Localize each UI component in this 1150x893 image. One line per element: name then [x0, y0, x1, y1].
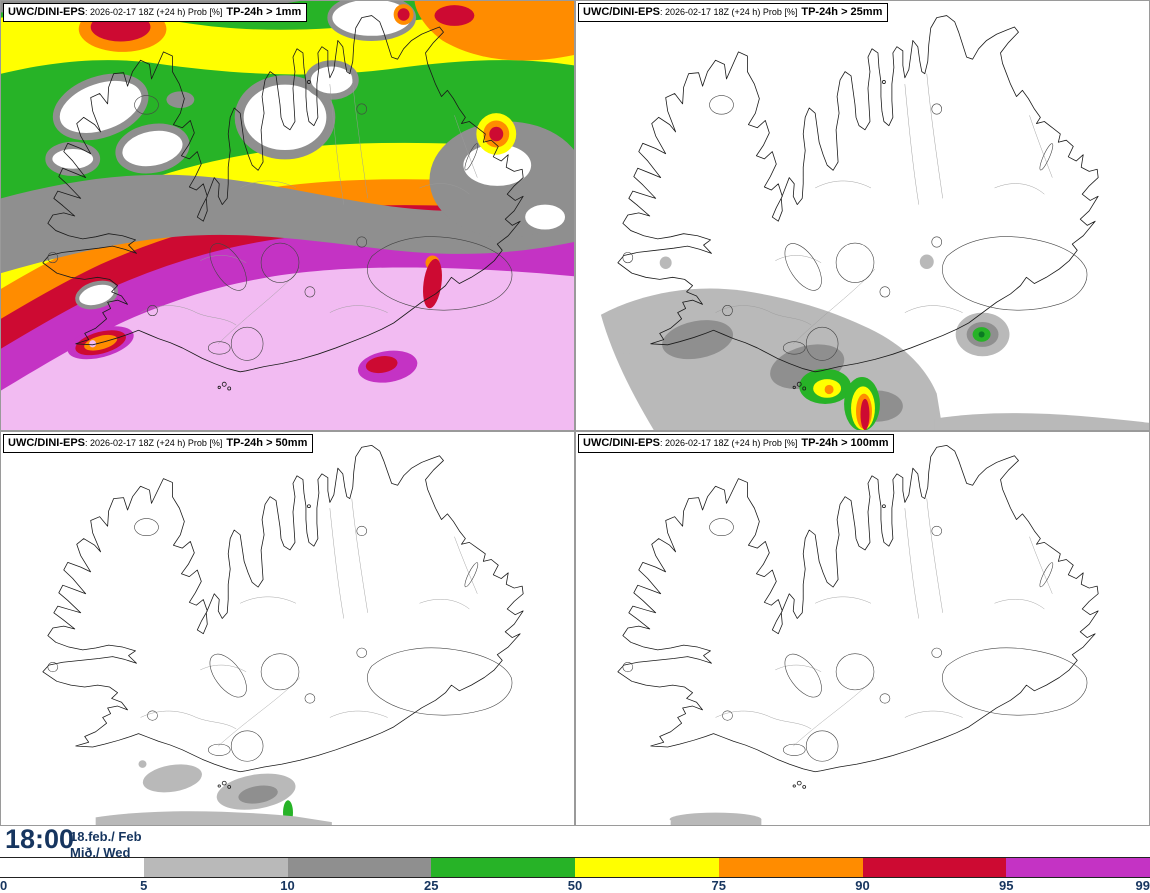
scale-tick-label: 10 [280, 878, 295, 893]
forecast-panel-1mm: UWC/DINI-EPS: 2026-02-17 18Z (+24 h) Pro… [0, 0, 575, 431]
probability-field-overlay [669, 812, 762, 825]
scale-tick-label: 0 [0, 878, 8, 893]
scale-segment [718, 858, 863, 877]
run-meta: : 2026-02-17 18Z (+24 h) Prob [%] [85, 7, 223, 17]
panel-title-100mm: UWC/DINI-EPS: 2026-02-17 18Z (+24 h) Pro… [578, 434, 895, 453]
probability-scale-bar [0, 857, 1150, 878]
iceland-map-50mm [42, 437, 524, 825]
scale-tick-label: 90 [855, 878, 870, 893]
forecast-panel-grid: UWC/DINI-EPS: 2026-02-17 18Z (+24 h) Pro… [0, 0, 1150, 826]
iceland-map-1mm [1, 1, 574, 430]
footer: 18:00 18.feb./ Feb Mið./ Wed 0 5 10 25 50 75 9… [0, 824, 1150, 893]
model-name: UWC/DINI-EPS [583, 6, 660, 18]
scale-tick-label: 5 [140, 878, 148, 893]
probability-field-overlay [95, 760, 332, 825]
probability-field-overlay [1, 1, 574, 430]
model-name: UWC/DINI-EPS [8, 6, 85, 18]
scale-segment [431, 858, 575, 877]
scale-tick-label: 50 [567, 878, 583, 893]
scale-tick-label: 99 [1135, 878, 1150, 893]
scale-tick-label: 95 [999, 878, 1014, 893]
iceland-map-100mm [617, 437, 1099, 825]
iceland-map-25mm [600, 6, 1149, 430]
panel-title-50mm: UWC/DINI-EPS: 2026-02-17 18Z (+24 h) Pro… [3, 434, 314, 453]
threshold-label: TP-24h > 25mm [801, 6, 883, 18]
run-meta: : 2026-02-17 18Z (+24 h) Prob [%] [85, 438, 223, 448]
run-meta: : 2026-02-17 18Z (+24 h) Prob [%] [660, 7, 798, 17]
model-name: UWC/DINI-EPS [583, 437, 660, 449]
run-meta: : 2026-02-17 18Z (+24 h) Prob [%] [660, 438, 798, 448]
scale-segment [0, 858, 144, 877]
forecast-panel-100mm: UWC/DINI-EPS: 2026-02-17 18Z (+24 h) Pro… [575, 431, 1150, 826]
threshold-label: TP-24h > 1mm [226, 6, 302, 18]
threshold-label: TP-24h > 100mm [801, 437, 889, 449]
panel-title-1mm: UWC/DINI-EPS: 2026-02-17 18Z (+24 h) Pro… [3, 3, 308, 22]
scale-segment [287, 858, 432, 877]
valid-time: 18:00 [5, 824, 75, 854]
model-name: UWC/DINI-EPS [8, 437, 85, 449]
probability-scale-labels: 0 5 10 25 50 75 90 95 99 [0, 878, 1150, 893]
scale-tick-label: 75 [711, 878, 726, 893]
scale-segment [862, 858, 1007, 877]
forecast-panel-25mm: UWC/DINI-EPS: 2026-02-17 18Z (+24 h) Pro… [575, 0, 1150, 431]
panel-title-25mm: UWC/DINI-EPS: 2026-02-17 18Z (+24 h) Pro… [578, 3, 889, 22]
probability-field-overlay [600, 254, 1149, 430]
scale-tick-label: 25 [424, 878, 439, 893]
scale-segment [575, 858, 719, 877]
valid-date-line: 18.feb./ Feb [70, 829, 142, 844]
valid-date: 18.feb./ Feb Mið./ Wed [70, 829, 142, 862]
threshold-label: TP-24h > 50mm [226, 437, 308, 449]
scale-segment [1006, 858, 1150, 877]
forecast-panel-50mm: UWC/DINI-EPS: 2026-02-17 18Z (+24 h) Pro… [0, 431, 575, 826]
scale-segment [143, 858, 288, 877]
valid-weekday-line: Mið./ Wed [70, 845, 131, 861]
